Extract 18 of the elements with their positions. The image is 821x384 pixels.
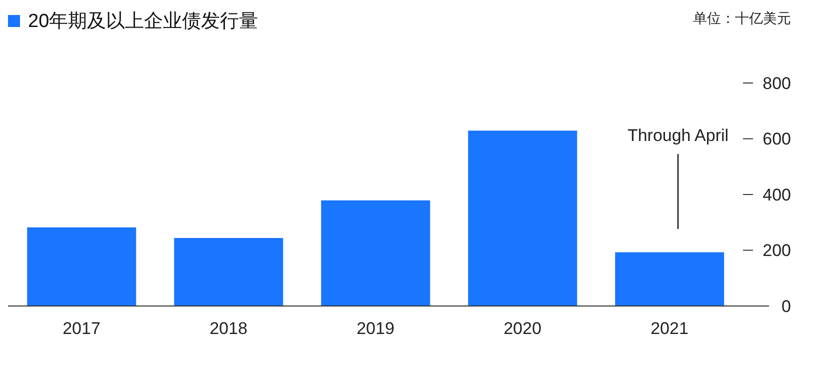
bar [468,130,578,306]
y-tick-label: 800 [762,74,791,93]
bar [321,200,430,306]
x-tick-label: 2018 [210,319,248,338]
y-tick-label: 600 [762,130,791,149]
annotation: Through April [626,126,730,146]
bar [174,238,284,306]
y-tick-label: 200 [762,241,791,260]
legend-label: 20年期及以上企业债发行量 [27,10,258,34]
y-tick-label: 0 [782,296,791,316]
x-tick-label: 2020 [504,319,542,338]
y-axis-title: 单位：十亿美元 [693,10,791,28]
bar [27,227,136,306]
x-tick-label: 2019 [356,319,394,338]
x-tick-label: 2017 [62,319,100,338]
y-tick-label: 400 [762,185,791,204]
x-tick-label: 2021 [650,319,688,338]
bar [615,252,724,306]
